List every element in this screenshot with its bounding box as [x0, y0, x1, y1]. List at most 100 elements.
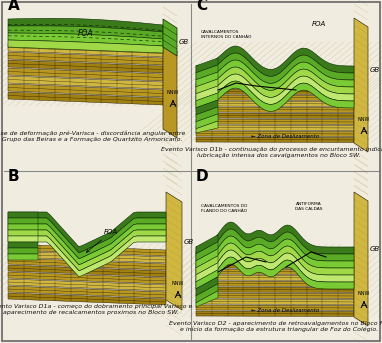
Polygon shape	[196, 107, 354, 113]
Polygon shape	[8, 224, 38, 230]
Polygon shape	[196, 100, 218, 115]
Polygon shape	[196, 287, 354, 293]
Polygon shape	[196, 83, 354, 88]
Text: Evento Varisco D1a - começo do dobramento principal Varisco e
aparecimento de re: Evento Varisco D1a - começo do dobrament…	[0, 304, 192, 315]
Polygon shape	[196, 107, 218, 122]
Polygon shape	[196, 89, 354, 94]
Text: NNW: NNW	[167, 90, 179, 95]
Polygon shape	[196, 269, 354, 274]
Polygon shape	[8, 60, 163, 73]
Polygon shape	[196, 284, 218, 303]
Polygon shape	[196, 86, 218, 101]
Polygon shape	[196, 46, 354, 76]
Polygon shape	[196, 257, 354, 289]
Polygon shape	[8, 248, 38, 254]
Polygon shape	[196, 256, 218, 275]
Polygon shape	[8, 286, 166, 298]
Polygon shape	[163, 19, 177, 56]
Polygon shape	[8, 92, 163, 105]
Text: C: C	[196, 0, 207, 13]
Polygon shape	[8, 251, 166, 263]
Polygon shape	[196, 119, 354, 125]
Polygon shape	[196, 250, 354, 282]
Polygon shape	[196, 249, 218, 268]
Polygon shape	[196, 251, 354, 257]
Polygon shape	[196, 58, 218, 73]
Polygon shape	[196, 222, 354, 254]
Polygon shape	[196, 293, 354, 298]
Text: NNW: NNW	[358, 117, 370, 122]
Polygon shape	[8, 212, 38, 218]
Polygon shape	[196, 60, 354, 91]
Text: D: D	[196, 169, 209, 184]
Polygon shape	[8, 68, 163, 81]
Text: A: A	[8, 0, 20, 13]
Polygon shape	[8, 236, 38, 242]
Polygon shape	[196, 270, 218, 289]
Polygon shape	[8, 218, 38, 224]
Polygon shape	[196, 74, 354, 104]
Polygon shape	[8, 44, 163, 57]
Text: Evento Varisco D1b - continuação do processo de encurtamento indicando
lubricaçã: Evento Varisco D1b - continuação do proc…	[161, 147, 382, 158]
Polygon shape	[196, 95, 354, 100]
Polygon shape	[8, 236, 166, 277]
Text: B: B	[8, 169, 19, 184]
Polygon shape	[196, 277, 218, 296]
Text: ← Zona de Deslizamento: ← Zona de Deslizamento	[251, 134, 319, 139]
Polygon shape	[196, 281, 354, 286]
Polygon shape	[196, 235, 218, 254]
Polygon shape	[8, 265, 166, 277]
Text: FOA: FOA	[312, 21, 326, 27]
Polygon shape	[8, 52, 163, 65]
Text: GB: GB	[179, 39, 189, 45]
Polygon shape	[196, 67, 354, 97]
Polygon shape	[354, 192, 368, 326]
Polygon shape	[8, 26, 163, 39]
Text: FOA: FOA	[86, 229, 118, 252]
Polygon shape	[196, 263, 218, 282]
Polygon shape	[196, 79, 218, 94]
Polygon shape	[8, 293, 166, 305]
Text: Evento Varisco D2 - aparecimento de retroavalgamentos no Bloco NE
e início da fo: Evento Varisco D2 - aparecimento de retr…	[169, 321, 382, 332]
Polygon shape	[8, 254, 38, 260]
Polygon shape	[196, 242, 218, 261]
Polygon shape	[8, 272, 166, 284]
Text: GB: GB	[184, 239, 194, 245]
Text: ANTIFORMA
DAS CALDAS: ANTIFORMA DAS CALDAS	[295, 202, 323, 211]
Text: GB: GB	[370, 67, 380, 73]
Polygon shape	[196, 121, 218, 133]
Polygon shape	[8, 76, 163, 89]
Polygon shape	[8, 244, 166, 256]
Polygon shape	[196, 236, 354, 268]
Polygon shape	[8, 19, 163, 32]
Polygon shape	[196, 257, 354, 262]
Polygon shape	[166, 192, 182, 310]
Text: NNW: NNW	[358, 291, 370, 296]
Polygon shape	[8, 218, 166, 259]
Polygon shape	[8, 33, 163, 46]
Polygon shape	[196, 275, 354, 281]
Polygon shape	[196, 65, 218, 80]
Text: GB: GB	[370, 246, 380, 252]
Polygon shape	[196, 305, 354, 310]
Polygon shape	[196, 93, 218, 108]
Polygon shape	[8, 279, 166, 291]
Text: ← Zona de Deslizamento: ← Zona de Deslizamento	[251, 308, 319, 313]
Polygon shape	[196, 229, 354, 261]
Polygon shape	[196, 263, 354, 269]
Polygon shape	[8, 40, 163, 53]
Polygon shape	[8, 224, 166, 265]
Text: Fase de deformação pré-Varisca - discordância angular entre
a Grupo das Beiras e: Fase de deformação pré-Varisca - discord…	[0, 131, 186, 142]
Polygon shape	[196, 114, 218, 129]
Polygon shape	[354, 18, 368, 152]
Polygon shape	[196, 299, 354, 305]
Polygon shape	[8, 84, 163, 97]
Polygon shape	[196, 101, 354, 106]
Polygon shape	[196, 291, 218, 307]
Polygon shape	[196, 72, 218, 87]
Text: CAVALCAMENTOS DO
FLANDO DO CANHÃO: CAVALCAMENTOS DO FLANDO DO CANHÃO	[201, 204, 248, 213]
Polygon shape	[8, 230, 166, 271]
Polygon shape	[196, 131, 354, 137]
Text: CAVALCAMENTOS
INTERNOS DO CANHÃO: CAVALCAMENTOS INTERNOS DO CANHÃO	[201, 30, 251, 39]
Polygon shape	[196, 137, 354, 142]
